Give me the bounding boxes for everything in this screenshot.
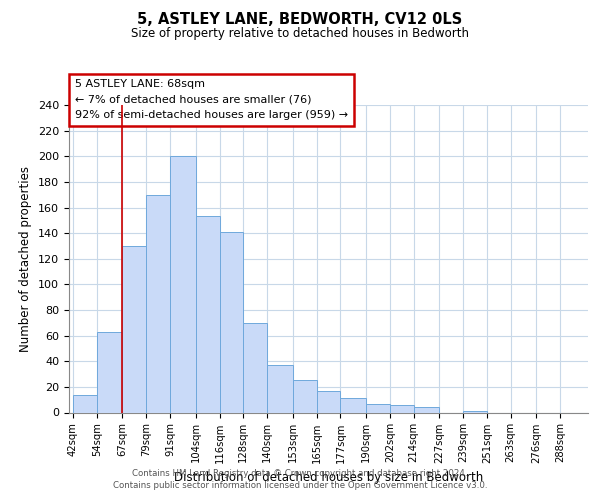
Bar <box>196 216 220 412</box>
Bar <box>146 194 170 412</box>
Bar <box>340 398 366 412</box>
Text: 5, ASTLEY LANE, BEDWORTH, CV12 0LS: 5, ASTLEY LANE, BEDWORTH, CV12 0LS <box>137 12 463 28</box>
X-axis label: Distribution of detached houses by size in Bedworth: Distribution of detached houses by size … <box>174 471 483 484</box>
Bar <box>244 323 267 412</box>
Bar <box>317 390 340 412</box>
Bar <box>267 365 293 412</box>
Bar <box>122 246 146 412</box>
Bar <box>463 411 487 412</box>
Text: Size of property relative to detached houses in Bedworth: Size of property relative to detached ho… <box>131 28 469 40</box>
Bar <box>170 156 196 412</box>
Y-axis label: Number of detached properties: Number of detached properties <box>19 166 32 352</box>
Bar <box>73 394 97 412</box>
Bar <box>390 405 413 412</box>
Bar <box>293 380 317 412</box>
Bar <box>97 332 122 412</box>
Bar <box>413 408 439 412</box>
Text: 5 ASTLEY LANE: 68sqm
← 7% of detached houses are smaller (76)
92% of semi-detach: 5 ASTLEY LANE: 68sqm ← 7% of detached ho… <box>75 79 348 120</box>
Text: Contains HM Land Registry data © Crown copyright and database right 2024.
Contai: Contains HM Land Registry data © Crown c… <box>113 468 487 490</box>
Bar <box>220 232 244 412</box>
Bar <box>366 404 390 412</box>
